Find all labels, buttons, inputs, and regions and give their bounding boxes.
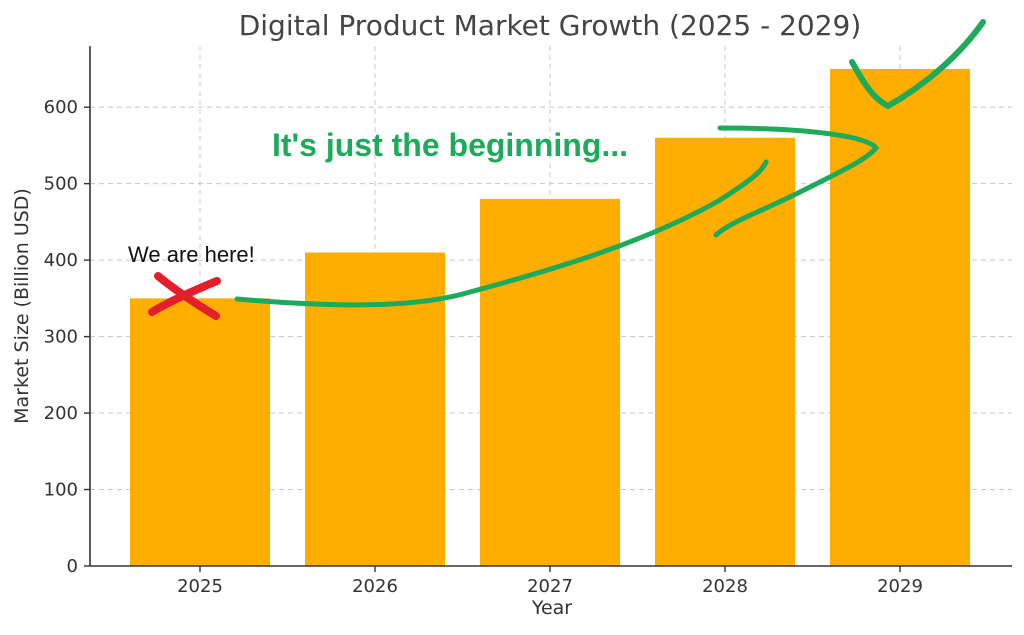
y-tick-label-100: 100	[44, 480, 78, 501]
x-tick-label-2029: 2029	[877, 576, 923, 597]
trend-arrow-icon	[234, 19, 986, 308]
x-mark-icon	[148, 272, 221, 320]
x-tick-label-2027: 2027	[527, 576, 573, 597]
annotations: We are here! It's just the beginning...	[128, 19, 986, 320]
y-tick-label-0: 0	[67, 556, 78, 577]
bar-2029	[830, 68, 970, 567]
y-tick-label-400: 400	[44, 250, 78, 271]
annotation-we-are-here: We are here!	[128, 242, 255, 267]
bar-2025	[130, 298, 270, 566]
axes	[89, 46, 1012, 567]
y-tick-label-600: 600	[44, 97, 78, 118]
annotation-just-the-beginning: It's just the beginning...	[272, 127, 628, 163]
y-axis-label: Market Size (Billion USD)	[11, 188, 33, 424]
x-tick-label-2026: 2026	[352, 576, 398, 597]
bar-2027	[480, 198, 620, 567]
chart-title: Digital Product Market Growth (2025 - 20…	[239, 9, 862, 42]
y-tick-label-300: 300	[44, 327, 78, 348]
y-tick-label-200: 200	[44, 403, 78, 424]
x-tick-label-2028: 2028	[702, 576, 748, 597]
bar-2028	[655, 137, 795, 566]
x-tick-label-2025: 2025	[177, 576, 223, 597]
x-axis-label: Year	[531, 597, 572, 619]
ticks: 0 100 200 300 400 500 600 2025 2026 2027 2028 2029	[44, 97, 923, 597]
bars	[130, 68, 970, 567]
y-tick-label-500: 500	[44, 174, 78, 195]
